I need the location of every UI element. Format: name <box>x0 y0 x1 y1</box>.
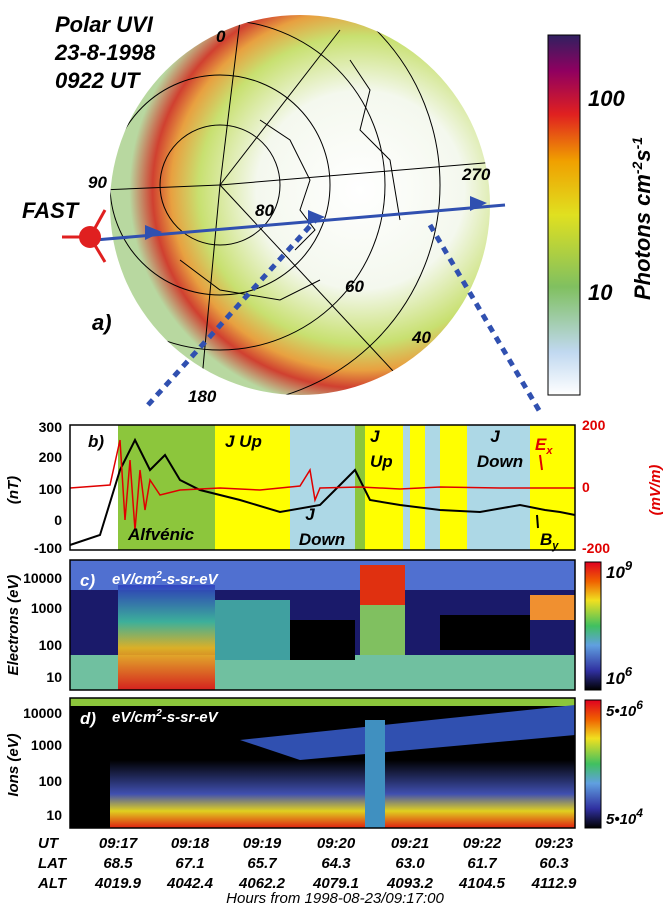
tick-label: 09:17 <box>99 835 138 852</box>
axis-label: Electrons (eV) <box>5 575 22 676</box>
region-label: Alfvénic <box>127 525 195 544</box>
axis-label: (mV/m) <box>647 465 664 516</box>
tick-label: 09:18 <box>171 835 210 852</box>
label-text: E <box>535 435 547 454</box>
tick-label: 61.7 <box>467 855 497 872</box>
y2-tick-label: 0 <box>582 479 590 495</box>
panel-label: a) <box>92 310 112 335</box>
superscript: 4 <box>635 806 643 820</box>
region-label: Down <box>299 530 345 549</box>
map-title: 23-8-1998 <box>54 40 156 65</box>
region-label: Down <box>477 452 523 471</box>
y-tick-label: 0 <box>54 512 62 528</box>
tick-label: 09:22 <box>463 835 502 852</box>
colorbar-tick: 106 <box>606 664 633 688</box>
tick-label: 09:20 <box>317 835 356 852</box>
subscript: x <box>545 445 553 457</box>
superscript: 6 <box>625 664 633 679</box>
tick-label: 68.5 <box>103 855 133 872</box>
tick-label: 09:23 <box>535 835 574 852</box>
region-label: J Up <box>225 432 262 451</box>
panel-label: c) <box>80 571 95 590</box>
lon-label: 0 <box>216 27 226 46</box>
lat-label: 60 <box>345 277 364 296</box>
lon-label: 270 <box>461 165 491 184</box>
y-tick-label: 100 <box>39 637 63 653</box>
colorbar <box>548 35 580 395</box>
tick-label: 09:21 <box>391 835 429 852</box>
colorbar <box>585 562 601 690</box>
region-label: J <box>305 505 315 524</box>
superscript: 9 <box>625 558 633 573</box>
label-text: 10 <box>606 563 625 582</box>
region-label: Up <box>370 452 393 471</box>
y2-tick-label: -200 <box>582 540 610 556</box>
y-tick-label: -100 <box>34 540 62 556</box>
colorbar-label: Photons cm-2s-1 <box>629 137 655 300</box>
colorbar-tick: 109 <box>606 558 633 582</box>
axis-label: Ions (eV) <box>5 733 22 796</box>
colorbar-tick: 5•104 <box>606 806 643 828</box>
superscript: -1 <box>629 137 645 150</box>
y-tick-label: 10 <box>46 669 62 685</box>
y-tick-label: 100 <box>39 773 63 789</box>
row-label: LAT <box>38 855 68 872</box>
label-text: eV/cm <box>112 709 156 726</box>
label-text: -s-sr-eV <box>162 709 220 726</box>
tick-label: 65.7 <box>247 855 277 872</box>
tick-label: 63.0 <box>395 855 425 872</box>
panel-label: d) <box>80 709 96 728</box>
y2-tick-label: 200 <box>582 417 606 433</box>
tick-label: 4112.9 <box>531 875 577 892</box>
colorbar-tick: 10 <box>588 280 613 305</box>
panel-label: b) <box>88 432 104 451</box>
tick-label: 4019.9 <box>94 875 142 892</box>
label-text: s <box>630 149 655 161</box>
superscript: 6 <box>636 698 643 712</box>
tick-label: 4104.5 <box>458 875 506 892</box>
label-text: -s-sr-eV <box>162 571 220 588</box>
label-text: Photons cm <box>630 174 655 300</box>
figure: Polar UVI 23-8-1998 0922 UT 0 90 270 180… <box>0 0 668 910</box>
time-axis: UT 09:17 09:18 09:19 09:20 09:21 09:22 09:23 LAT… <box>37 835 577 892</box>
y-tick-label: 300 <box>39 419 63 435</box>
tick-label: 09:19 <box>243 835 282 852</box>
units-label: eV/cm2-s-sr-eV <box>112 570 220 588</box>
axis-label: (nT) <box>5 476 22 504</box>
map-title: 0922 UT <box>55 68 141 93</box>
y-tick-label: 1000 <box>31 737 62 753</box>
colorbar-tick: 100 <box>588 86 625 111</box>
y-tick-label: 200 <box>39 449 63 465</box>
lon-label: 180 <box>188 387 217 406</box>
row-label: ALT <box>37 875 68 892</box>
label-text: 5•10 <box>606 703 637 720</box>
subscript: y <box>551 540 559 552</box>
label-text: 10 <box>606 669 625 688</box>
y-tick-label: 100 <box>39 481 63 497</box>
label-text: eV/cm <box>112 571 156 588</box>
map-title: Polar UVI <box>55 12 154 37</box>
y-tick-label: 1000 <box>31 600 62 616</box>
lon-label: 90 <box>88 173 107 192</box>
label-text: 5•10 <box>606 811 637 828</box>
label-text: B <box>540 530 552 549</box>
lat-label: 80 <box>255 201 274 220</box>
y-tick-label: 10 <box>46 807 62 823</box>
y-tick-label: 10000 <box>23 705 62 721</box>
colorbar <box>585 700 601 828</box>
region-label: J <box>370 427 380 446</box>
row-label: UT <box>38 835 60 852</box>
units-label: eV/cm2-s-sr-eV <box>112 708 220 726</box>
tick-label: 64.3 <box>321 855 351 872</box>
superscript: -2 <box>629 161 645 174</box>
tick-label: 60.3 <box>539 855 569 872</box>
tick-label: 4042.4 <box>166 875 214 892</box>
tick-label: 67.1 <box>175 855 204 872</box>
region-label: J <box>490 427 500 446</box>
y-tick-label: 10000 <box>23 570 62 586</box>
x-axis-caption: Hours from 1998-08-23/09:17:00 <box>226 890 444 907</box>
spacecraft-label: FAST <box>22 198 80 223</box>
colorbar-tick: 5•106 <box>606 698 643 720</box>
lat-label: 40 <box>411 328 431 347</box>
